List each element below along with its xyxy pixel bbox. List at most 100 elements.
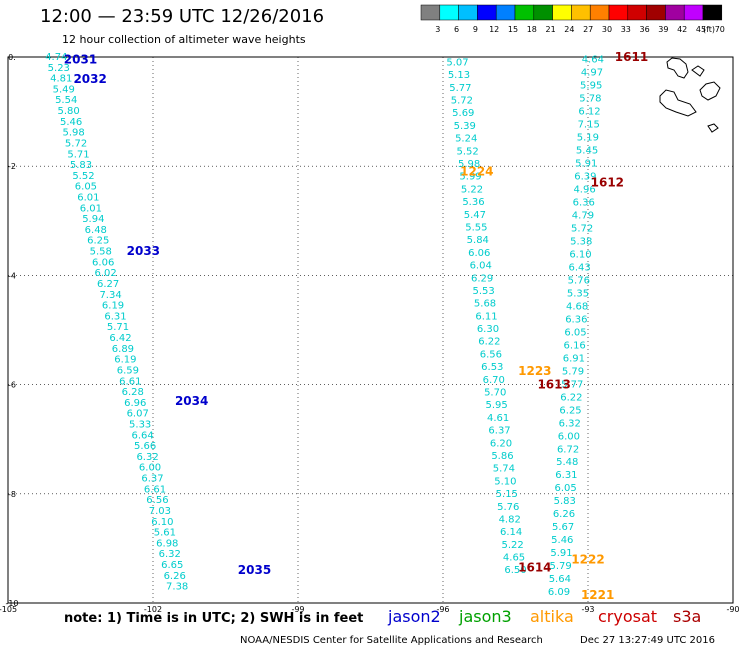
swh-value-altika: 6.26 — [553, 509, 575, 520]
swh-value-s3a: 6.50 — [504, 565, 526, 576]
swh-value-jason2: 5.23 — [48, 63, 70, 74]
swh-value-altika: 6.32 — [559, 418, 581, 429]
island-santa-cruz — [659, 89, 697, 117]
swh-value-s3a: 5.15 — [496, 489, 518, 500]
swh-value-jason2: 6.27 — [97, 279, 119, 290]
swh-value-s3a: 5.76 — [497, 502, 519, 513]
swh-value-jason2: 6.06 — [92, 257, 114, 268]
pass-label-jason2: 2035 — [238, 563, 271, 577]
swh-value-jason2: 5.58 — [90, 247, 112, 258]
swh-value-altika: 4.64 — [582, 55, 604, 66]
y-tick-label: -4 — [8, 271, 16, 280]
swh-value-jason2: 4.81 — [50, 74, 72, 85]
galapagos-coastline — [659, 57, 721, 133]
island-santiago — [691, 65, 705, 77]
pass-label-altika: 1222 — [571, 552, 604, 566]
pass-label-altika: 1223 — [518, 364, 551, 378]
swh-value-altika: 5.48 — [556, 457, 578, 468]
swh-value-altika: 6.09 — [548, 587, 570, 598]
page-subtitle: 12 hour collection of altimeter wave hei… — [62, 33, 306, 46]
island-isabela — [666, 57, 689, 79]
footer-note: note: 1) Time is in UTC; 2) SWH is in fe… — [64, 611, 364, 626]
swh-value-jason2: 5.98 — [62, 128, 84, 139]
swh-value-s3a: 5.24 — [455, 134, 477, 145]
swh-value-s3a: 6.30 — [477, 324, 499, 335]
swh-value-altika: 5.79 — [550, 561, 572, 572]
swh-value-s3a: 5.22 — [501, 540, 523, 551]
swh-value-jason2: 6.32 — [159, 549, 181, 560]
gridlines — [8, 57, 733, 603]
swh-value-altika: 6.00 — [558, 431, 580, 442]
footer-credit: NOAA/NESDIS Center for Satellite Applica… — [240, 635, 543, 646]
swh-value-jason2: 5.33 — [129, 419, 151, 430]
colorbar-swatch — [608, 4, 629, 21]
x-tick-label: -105 — [0, 605, 17, 614]
colorbar-swatch — [589, 4, 610, 21]
swh-value-altika: 5.45 — [576, 146, 598, 157]
swh-value-jason2: 5.66 — [134, 441, 156, 452]
swh-value-altika: 6.25 — [559, 405, 581, 416]
swh-value-s3a: 5.53 — [472, 286, 494, 297]
island-espanola — [707, 123, 719, 133]
swh-value-jason2: 6.26 — [164, 571, 186, 582]
colorbar-swatch — [514, 4, 535, 21]
swh-value-jason2: 6.56 — [146, 495, 168, 506]
swh-value-jason2: 5.71 — [67, 149, 89, 160]
swh-value-s3a: 5.22 — [461, 184, 483, 195]
legend-s3a: s3a — [673, 607, 702, 626]
swh-value-jason2: 6.19 — [102, 301, 124, 312]
swh-value-s3a: 5.10 — [494, 476, 516, 487]
swh-value-altika: 6.05 — [554, 483, 576, 494]
colorbar-swatch — [665, 4, 685, 21]
swh-value-altika: 4.96 — [573, 185, 595, 196]
swh-value-jason2: 6.02 — [95, 268, 117, 279]
pass-label-jason2: 2032 — [73, 72, 106, 86]
swh-value-jason2: 5.54 — [55, 95, 77, 106]
swh-value-s3a: 5.52 — [457, 146, 479, 157]
colorbar-swatch — [627, 4, 647, 21]
swh-value-jason2: 6.65 — [161, 560, 183, 571]
swh-value-s3a: 4.82 — [499, 514, 521, 525]
swh-value-s3a: 6.20 — [490, 438, 512, 449]
swh-value-altika: 6.39 — [574, 172, 596, 183]
swh-value-altika: 5.95 — [580, 81, 602, 92]
island-san-cristobal — [699, 81, 721, 101]
colorbar-label: 18 — [527, 25, 537, 34]
colorbar-swatch — [533, 4, 553, 21]
swh-value-s3a: 5.55 — [465, 222, 487, 233]
swh-value-altika: 6.36 — [573, 198, 595, 209]
colorbar-swatch — [571, 4, 591, 21]
plot-frame — [7, 56, 734, 604]
x-tick-label: -93 — [581, 605, 594, 614]
swh-value-jason2: 6.19 — [114, 355, 136, 366]
colorbar-swatch — [458, 4, 478, 21]
swh-value-s3a: 5.13 — [448, 70, 470, 81]
swh-value-jason2: 6.28 — [122, 387, 144, 398]
swh-value-jason2: 6.10 — [151, 517, 173, 528]
colorbar-swatch — [646, 4, 666, 21]
x-tick-label: -96 — [436, 605, 449, 614]
swh-value-altika: 5.77 — [561, 379, 583, 390]
pass-label-cryosat: 1612 — [591, 176, 624, 190]
y-tick-label: -6 — [8, 381, 16, 390]
colorbar-label: 33 — [621, 25, 631, 34]
swh-value-s3a: 6.56 — [480, 349, 502, 360]
swh-value-s3a: 5.36 — [462, 197, 484, 208]
colorbar-label: 70 — [715, 25, 725, 34]
swh-value-jason2: 5.61 — [154, 528, 176, 539]
swh-value-altika: 6.72 — [557, 444, 579, 455]
swh-value-s3a: 5.77 — [449, 83, 471, 94]
swh-value-jason2: 4.74 — [45, 52, 67, 63]
colorbar-label: 45 — [696, 25, 706, 34]
swh-value-altika: 4.68 — [566, 301, 588, 312]
swh-value-s3a: 5.95 — [486, 400, 508, 411]
swh-value-s3a: 6.06 — [468, 248, 490, 259]
swh-value-altika: 6.91 — [563, 353, 585, 364]
swh-value-jason2: 5.49 — [53, 84, 75, 95]
colorbar-label: 3 — [435, 25, 440, 34]
swh-value-s3a: 4.65 — [503, 553, 525, 564]
colorbar-label: 36 — [640, 25, 650, 34]
pass-label-altika: 1224 — [460, 165, 493, 179]
swh-value-altika: 5.76 — [568, 275, 590, 286]
